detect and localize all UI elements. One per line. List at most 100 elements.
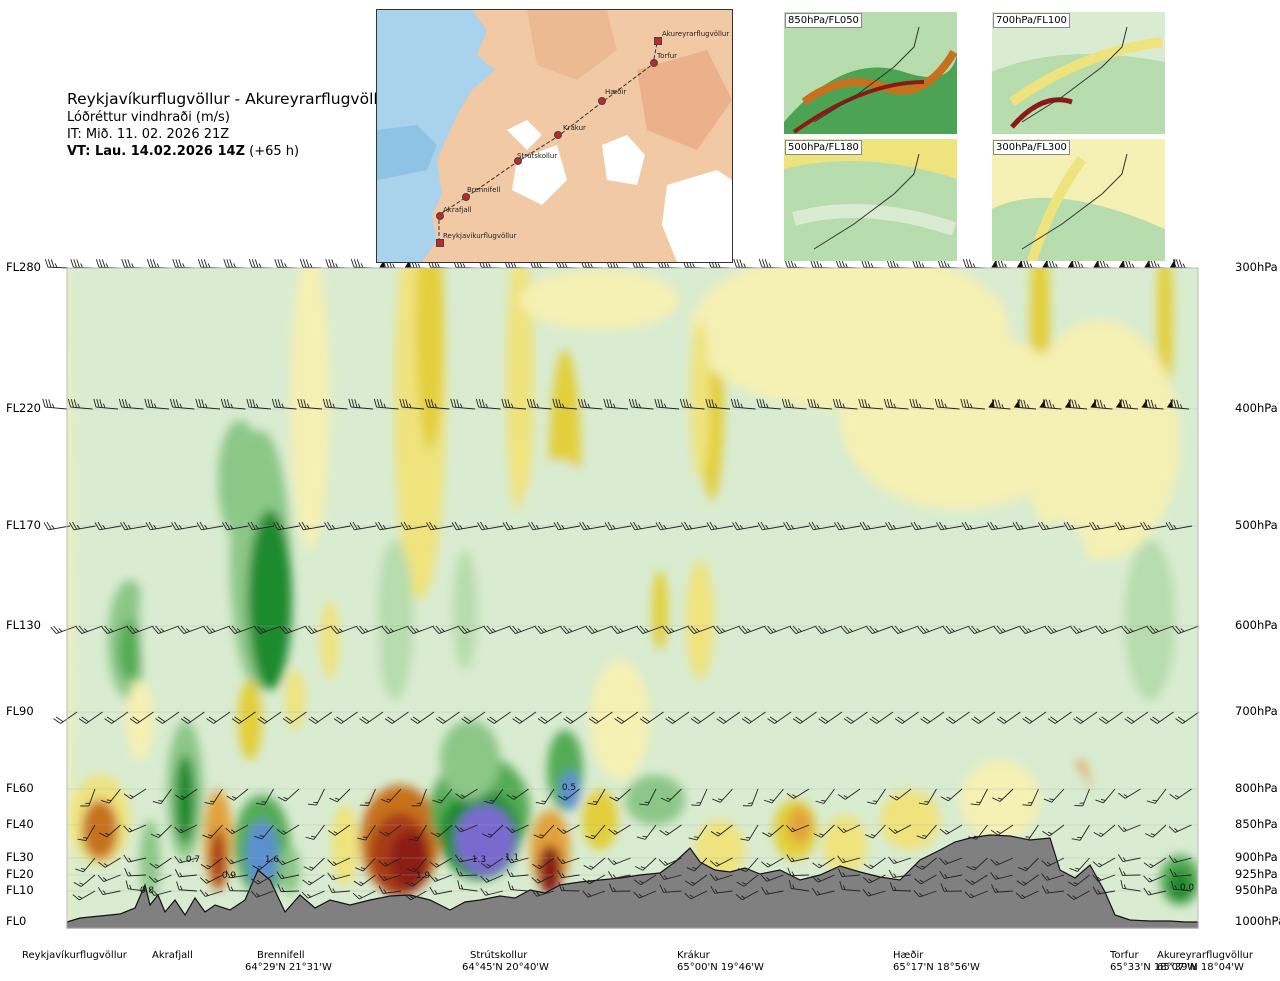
wind-barb — [307, 788, 325, 806]
wind-barb — [302, 874, 325, 886]
wind-barb — [1063, 521, 1091, 531]
location-name: Torfur — [1110, 950, 1139, 961]
wind-barb — [789, 625, 817, 634]
wind-barb — [94, 521, 122, 531]
wind-barb — [988, 398, 1011, 410]
pressure-tick: 1000hPa — [1235, 914, 1280, 928]
wind-barb — [990, 857, 1014, 866]
wind-barb — [531, 889, 555, 897]
map-place-label: Reykjavíkurflugvöllur — [443, 232, 517, 240]
wind-barb — [894, 711, 919, 724]
wind-barb — [710, 824, 733, 837]
wind-barb — [400, 521, 428, 531]
wind-barb — [939, 824, 963, 835]
wind-barb — [410, 711, 435, 724]
wind-barb — [461, 711, 486, 724]
wind-barb — [1073, 711, 1098, 724]
wind-barb — [913, 874, 937, 885]
contour-label: 1.9 — [416, 871, 431, 881]
wind-barb — [1095, 788, 1116, 804]
location-name: Akureyrarflugvöllur — [1157, 950, 1254, 961]
wind-barb — [226, 882, 249, 892]
flight-level-tick: FL170 — [6, 518, 41, 532]
wind-barb — [762, 824, 784, 838]
wind-barb — [1140, 521, 1167, 531]
wind-barb — [72, 890, 96, 901]
wind-barb — [1170, 880, 1192, 892]
wind-barb — [271, 398, 297, 410]
wind-barb — [659, 824, 682, 836]
wind-barb — [355, 857, 376, 872]
thumbnail-300[interactable]: 300hPa/FL300 — [992, 139, 1165, 261]
wind-barb — [197, 258, 224, 269]
wind-barb — [359, 788, 376, 806]
wind-barb — [968, 824, 988, 840]
wind-barb — [1169, 258, 1193, 269]
wind-barb — [883, 398, 909, 410]
thumbnail-850[interactable]: 850hPa/FL050 — [784, 12, 957, 134]
thumbnail-700[interactable]: 700hPa/FL100 — [992, 12, 1165, 134]
wind-barb — [556, 856, 580, 865]
wind-barb — [1168, 824, 1192, 833]
wind-barb — [786, 854, 810, 863]
wind-barb — [353, 874, 376, 887]
wind-barb — [277, 883, 300, 893]
wind-barb — [1118, 867, 1141, 876]
location-label: Torfur 65°33'N 18°07'W — [1110, 950, 1197, 974]
wind-barb — [812, 857, 835, 869]
wind-barb — [889, 788, 912, 801]
wind-barb — [968, 625, 996, 634]
wind-barb — [502, 521, 530, 531]
wind-barb — [1116, 398, 1139, 410]
wind-barb — [509, 625, 537, 634]
wind-barb — [1144, 824, 1167, 838]
wind-barb — [450, 398, 476, 410]
wind-barb — [277, 788, 300, 802]
downdraft-region — [285, 670, 305, 730]
wind-barb — [665, 711, 690, 724]
wind-barb — [1146, 625, 1174, 634]
updraft-region — [246, 820, 278, 890]
wind-barb — [327, 857, 351, 867]
wind-barb — [506, 788, 529, 800]
wind-barb — [713, 625, 741, 634]
contour-label: 0.8 — [140, 886, 155, 896]
wind-barb — [763, 788, 784, 804]
wind-barb — [756, 398, 782, 410]
wind-barb — [424, 398, 450, 410]
wind-barb — [1070, 625, 1098, 634]
wind-barb — [123, 788, 147, 800]
wind-barb — [1092, 874, 1116, 882]
wind-barb — [1069, 857, 1090, 872]
wind-barb — [609, 788, 631, 802]
wind-barb — [917, 625, 945, 634]
wind-barb — [145, 521, 173, 531]
pressure-tick: 700hPa — [1235, 704, 1278, 718]
pressure-tick: 950hPa — [1235, 883, 1278, 897]
flight-level-tick: FL30 — [6, 850, 34, 864]
wind-barb — [583, 857, 606, 870]
wind-barb — [1168, 855, 1192, 863]
wind-barb — [811, 887, 835, 896]
wind-barb — [608, 883, 631, 892]
wind-barb — [155, 711, 180, 724]
wind-barb — [455, 867, 478, 877]
wind-barb — [333, 711, 358, 724]
wind-barb — [1118, 788, 1141, 799]
wind-barb — [636, 824, 657, 840]
wind-barb — [865, 824, 886, 839]
wind-barb — [1165, 521, 1193, 531]
wind-barb — [430, 824, 453, 838]
wind-barb — [429, 886, 453, 895]
wind-barb — [246, 398, 272, 410]
wind-barb — [95, 258, 122, 269]
wind-barb — [375, 521, 402, 531]
wind-barb — [486, 711, 511, 724]
thumbnail-500[interactable]: 500hPa/FL180 — [784, 139, 957, 261]
wind-barb — [148, 874, 172, 883]
wind-barb — [535, 788, 555, 805]
wind-barb — [384, 711, 409, 724]
wind-barb — [256, 788, 274, 806]
downdraft-region — [582, 790, 618, 850]
wind-barb — [1093, 824, 1116, 837]
